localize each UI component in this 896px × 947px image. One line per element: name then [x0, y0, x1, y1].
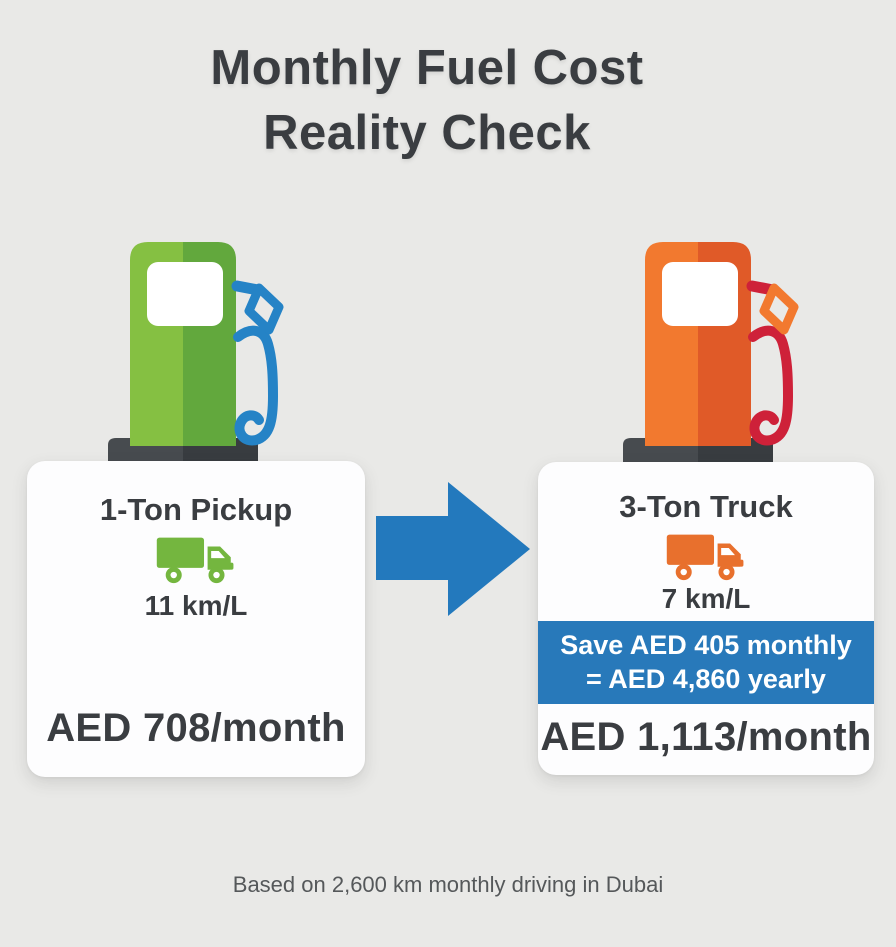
truck-card: 3-Ton Truck 7 km/L Save AED 405 monthly … — [538, 462, 874, 775]
truck-monthly-cost: AED 1,113/month — [540, 715, 872, 760]
fuel-pump-orange-icon — [623, 242, 794, 472]
truck-green-icon — [156, 537, 234, 584]
savings-line1: Save AED 405 monthly — [560, 630, 852, 661]
savings-banner: Save AED 405 monthly = AED 4,860 yearly — [538, 621, 874, 705]
page-title-line1: Monthly Fuel Cost — [210, 41, 644, 95]
savings-line2: = AED 4,860 yearly — [586, 663, 826, 694]
truck-orange-icon — [666, 534, 744, 581]
arrow-right-icon — [376, 482, 530, 616]
page-title-line2: Reality Check — [263, 105, 591, 160]
pickup-vehicle-name: 1-Ton Pickup — [99, 492, 293, 527]
fuel-pump-green-icon — [108, 242, 279, 472]
pickup-efficiency: 11 km/L — [144, 590, 248, 622]
truck-vehicle-name: 3-Ton Truck — [619, 489, 793, 524]
page-title: Monthly Fuel Cost Reality Check — [0, 36, 875, 165]
pickup-monthly-cost: AED 708/month — [46, 706, 346, 750]
truck-efficiency: 7 km/L — [661, 583, 751, 615]
footnote: Based on 2,600 km monthly driving in Dub… — [232, 872, 664, 897]
pickup-card: 1-Ton Pickup 11 km/L AED 708/month — [27, 461, 365, 777]
